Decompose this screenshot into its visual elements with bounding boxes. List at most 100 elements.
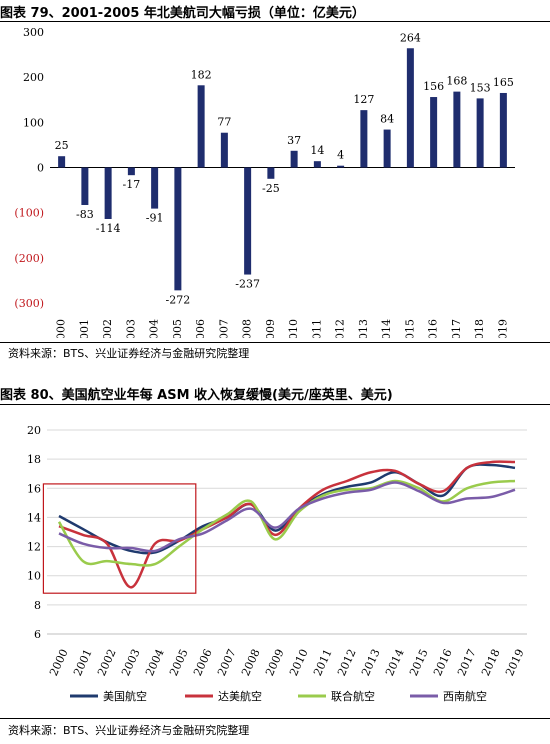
x-tick-label: 2013	[359, 647, 383, 678]
x-tick-label: 2000	[47, 647, 71, 678]
bar	[58, 156, 66, 168]
y-tick-label: 300	[23, 26, 44, 39]
bar	[476, 98, 484, 168]
x-tick-label: 2017	[450, 319, 463, 338]
bar	[406, 48, 414, 168]
legend-label: 美国航空	[103, 689, 147, 703]
bar	[220, 132, 228, 168]
x-tick-label: 2019	[503, 647, 527, 678]
data-label: -114	[96, 222, 121, 235]
data-label: 156	[423, 80, 444, 93]
y-tick-label: 8	[34, 599, 41, 612]
legend-label: 达美航空	[218, 689, 262, 703]
y-tick-label: 18	[27, 453, 41, 466]
highlight-box	[42, 483, 197, 594]
data-label: 127	[353, 93, 374, 106]
x-tick-label: 2012	[335, 647, 359, 678]
bar	[151, 167, 159, 209]
x-tick-label: 2011	[311, 647, 335, 678]
data-label: -91	[146, 212, 164, 225]
x-tick-label: 2007	[217, 319, 230, 338]
series-line	[58, 463, 516, 555]
x-tick-label: 2014	[383, 647, 407, 678]
x-tick-label: 2000	[55, 319, 68, 338]
x-tick-label: 2018	[473, 319, 486, 338]
bar	[174, 167, 182, 291]
series-line	[58, 460, 516, 589]
bar	[127, 167, 135, 176]
data-label: 25	[55, 139, 69, 152]
y-tick-label: 0	[37, 162, 44, 175]
x-tick-label: 2012	[334, 319, 347, 338]
figure79-title: 图表 79、2001-2005 年北美航司大幅亏损（单位：亿美元）	[0, 6, 365, 21]
data-label: -25	[262, 182, 280, 195]
y-tick-label: 200	[23, 71, 44, 84]
x-tick-label: 2015	[407, 647, 431, 678]
bar	[244, 167, 252, 275]
x-tick-label: 2007	[215, 647, 239, 678]
y-tick-label: 6	[34, 628, 41, 641]
bar	[360, 110, 368, 168]
bar	[197, 85, 205, 168]
x-tick-label: 2005	[167, 647, 191, 678]
data-label: 37	[287, 134, 301, 147]
x-tick-label: 2004	[148, 319, 161, 338]
x-tick-label: 2008	[241, 319, 254, 338]
data-label: -83	[76, 208, 94, 221]
data-label: 84	[380, 113, 394, 126]
data-label: -272	[166, 293, 191, 306]
bar	[81, 167, 89, 205]
bar	[383, 129, 391, 168]
data-label: 182	[191, 68, 212, 81]
x-tick-label: 2019	[496, 319, 509, 338]
data-label: 165	[493, 76, 514, 89]
bar	[267, 167, 275, 179]
x-tick-label: 2003	[119, 647, 143, 678]
y-tick-label: 12	[27, 541, 41, 554]
figure80-title-rule	[0, 404, 550, 405]
y-tick-label: 100	[23, 116, 44, 129]
bar	[313, 161, 321, 168]
x-tick-label: 2002	[101, 319, 114, 338]
x-tick-label: 2010	[287, 647, 311, 678]
data-label: 168	[446, 75, 467, 88]
data-label: 77	[217, 116, 231, 129]
x-tick-label: 2001	[78, 319, 91, 338]
data-label: 264	[400, 31, 421, 44]
bar	[499, 92, 507, 168]
x-tick-label: 2006	[194, 319, 207, 338]
x-tick-label: 2004	[143, 647, 167, 678]
x-tick-label: 2001	[71, 647, 95, 678]
figure79-source-rule	[0, 342, 550, 343]
x-tick-label: 2005	[171, 319, 184, 338]
figure79-bar-chart: 300 200 100 0 (100) (200) (300) 25 -83-114 -17 -91…	[14, 26, 515, 338]
y-tick-label: 10	[27, 570, 41, 583]
bar	[290, 150, 298, 168]
bar	[104, 167, 112, 219]
data-label: 14	[310, 144, 324, 157]
series-line	[58, 481, 516, 553]
x-tick-label: 2017	[455, 647, 479, 678]
y-tick-label: 20	[27, 424, 41, 437]
bar	[337, 165, 345, 168]
legend-label: 西南航空	[443, 689, 487, 703]
y-tick-label: 16	[27, 482, 41, 495]
figure80-title: 图表 80、美国航空业年每 ASM 收入恢复缓慢(美元/座英里、美元)	[0, 388, 393, 403]
legend-label: 联合航空	[331, 689, 375, 703]
x-tick-label: 2009	[264, 319, 277, 338]
figure80-source: 资料来源：BTS、兴业证券经济与金融研究院整理	[8, 724, 250, 737]
x-tick-label: 2009	[263, 647, 287, 678]
figure79-title-rule	[0, 21, 550, 22]
data-label: 153	[470, 81, 491, 94]
data-label: 4	[337, 149, 344, 162]
x-tick-label: 2018	[479, 647, 503, 678]
x-tick-label: 2008	[239, 647, 263, 678]
data-label: -17	[123, 178, 141, 191]
x-tick-label: 2016	[431, 647, 455, 678]
y-tick-label: (300)	[14, 297, 44, 310]
bar	[453, 91, 461, 168]
x-tick-label: 2011	[310, 319, 323, 338]
x-tick-label: 2002	[95, 647, 119, 678]
x-tick-label: 2015	[403, 319, 416, 338]
y-tick-label: (200)	[14, 252, 44, 265]
